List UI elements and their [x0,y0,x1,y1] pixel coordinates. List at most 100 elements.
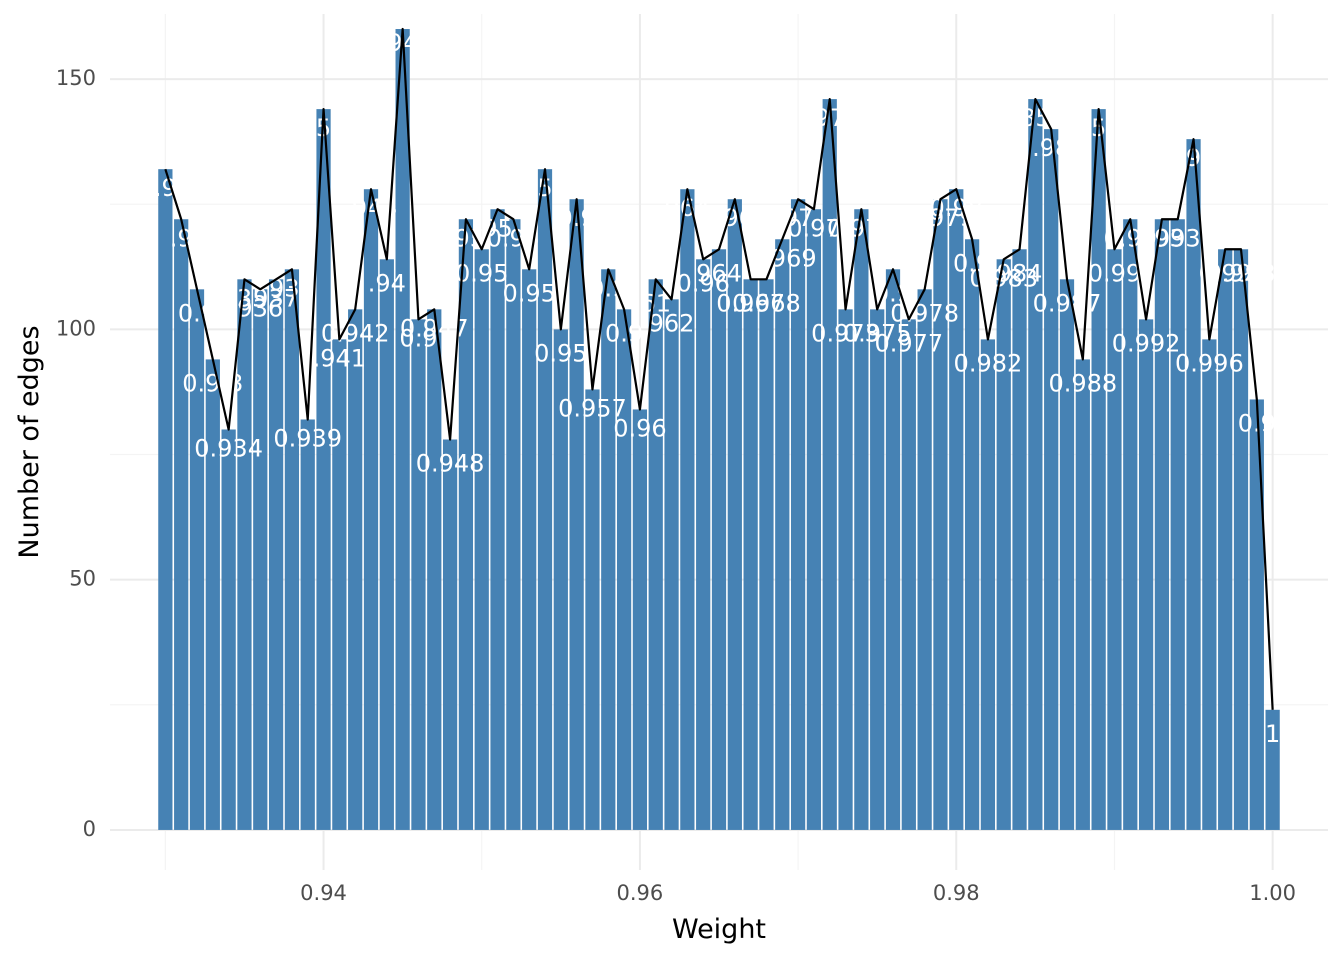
bar-label: 0.9 [953,249,991,277]
bar [727,199,742,830]
bar [458,219,474,830]
bar [790,199,806,830]
bar [253,289,268,830]
bar-label: 936 [237,294,283,322]
bar [205,359,220,830]
bar-label: 9 [1186,144,1201,172]
bar [996,259,1011,830]
bar [1233,249,1249,830]
bar [933,199,948,830]
bar [1091,109,1106,830]
bar [601,269,616,830]
bar [506,219,521,830]
bar [648,279,663,830]
bar [348,309,363,830]
bar-label: 0.967 [716,289,785,317]
bar-label: 964 [664,194,710,222]
bar [442,439,458,830]
bar [822,99,837,830]
bar [917,289,932,830]
bar-label: .94 [368,269,406,297]
bar [1154,219,1170,830]
bar-label: 0.934 [194,435,263,463]
y-tick-label: 0 [83,817,96,841]
y-tick-label: 100 [56,316,96,340]
bar-series [158,29,1280,830]
bar [268,279,284,830]
x-tick-label: 1.00 [1249,881,1296,905]
bar [854,209,869,830]
trend-line [164,27,1274,710]
bar-label: 0.977 [874,329,943,357]
bar [237,279,252,830]
bar-label: 0.988 [1048,369,1117,397]
bar [838,309,853,830]
bar-label: 0.939 [273,424,342,452]
bar [300,419,315,830]
bar [332,339,347,830]
bar [569,199,584,830]
bar-label: 0.96 [613,414,666,442]
bar-label: 0.9 [399,324,437,352]
bar [1044,129,1059,830]
bar-label: 993 [1155,224,1201,252]
x-tick-label: 0.98 [933,881,980,905]
bar [949,189,964,830]
bar [616,309,632,830]
bar [316,109,331,830]
bar [1249,399,1264,830]
bar [1123,219,1138,830]
bar [775,239,790,830]
bar-label: .9 [154,174,177,202]
bar [743,279,758,830]
bar [901,319,916,830]
bar-label: 984 [997,259,1043,287]
bar-label: 964 [696,259,742,287]
bar [806,209,822,830]
bar-label: 0.978 [890,299,959,327]
bar [474,249,489,830]
x-axis-ticks: 0.94 0.96 0.98 1.00 [300,881,1296,905]
y-tick-label: 150 [56,66,96,90]
bar [553,329,568,830]
bar [664,299,679,830]
bar-label: 0.982 [954,349,1023,377]
bar-label: 0.95 [534,339,587,367]
bar-label: 0.998 [1207,259,1276,287]
bar [980,339,996,830]
bar [174,219,189,830]
bar-label: 0.992 [1112,329,1181,357]
bar-label: 993 [1139,224,1185,252]
bar-label: 0.957 [558,394,627,422]
bar [1202,339,1217,830]
bar-label-series: .9.90.90.9 30.9349359369379380.9395.9410… [154,29,1280,748]
bar [1107,249,1122,830]
bar-label: 962 [649,309,695,337]
bar-label: 0.95 [502,279,555,307]
bar [284,269,300,830]
bar [1265,709,1280,830]
bar [1059,279,1075,830]
bar-label: 0.942 [321,319,390,347]
bar-label: 0.9 [605,319,643,347]
bar-label: .941 [313,344,366,372]
bar-label: 61 [640,289,671,317]
y-axis-ticks: 0 50 100 150 [56,66,96,841]
bar [1028,99,1043,830]
bar-label: 0.99 [1088,259,1141,287]
y-tick-label: 50 [69,567,96,591]
bar [1218,249,1233,830]
bar-label: 0.966 [700,204,769,232]
bar-label: 0.948 [416,450,485,478]
x-tick-label: 0.96 [617,881,664,905]
bar [379,259,394,830]
bar [411,319,426,830]
bar-label: 0.97 [787,214,840,242]
bar [964,239,980,830]
bar [158,169,173,830]
bar-label: 0.968 [732,289,801,317]
bar [537,169,553,830]
bar [870,309,885,830]
bar [1075,359,1090,830]
